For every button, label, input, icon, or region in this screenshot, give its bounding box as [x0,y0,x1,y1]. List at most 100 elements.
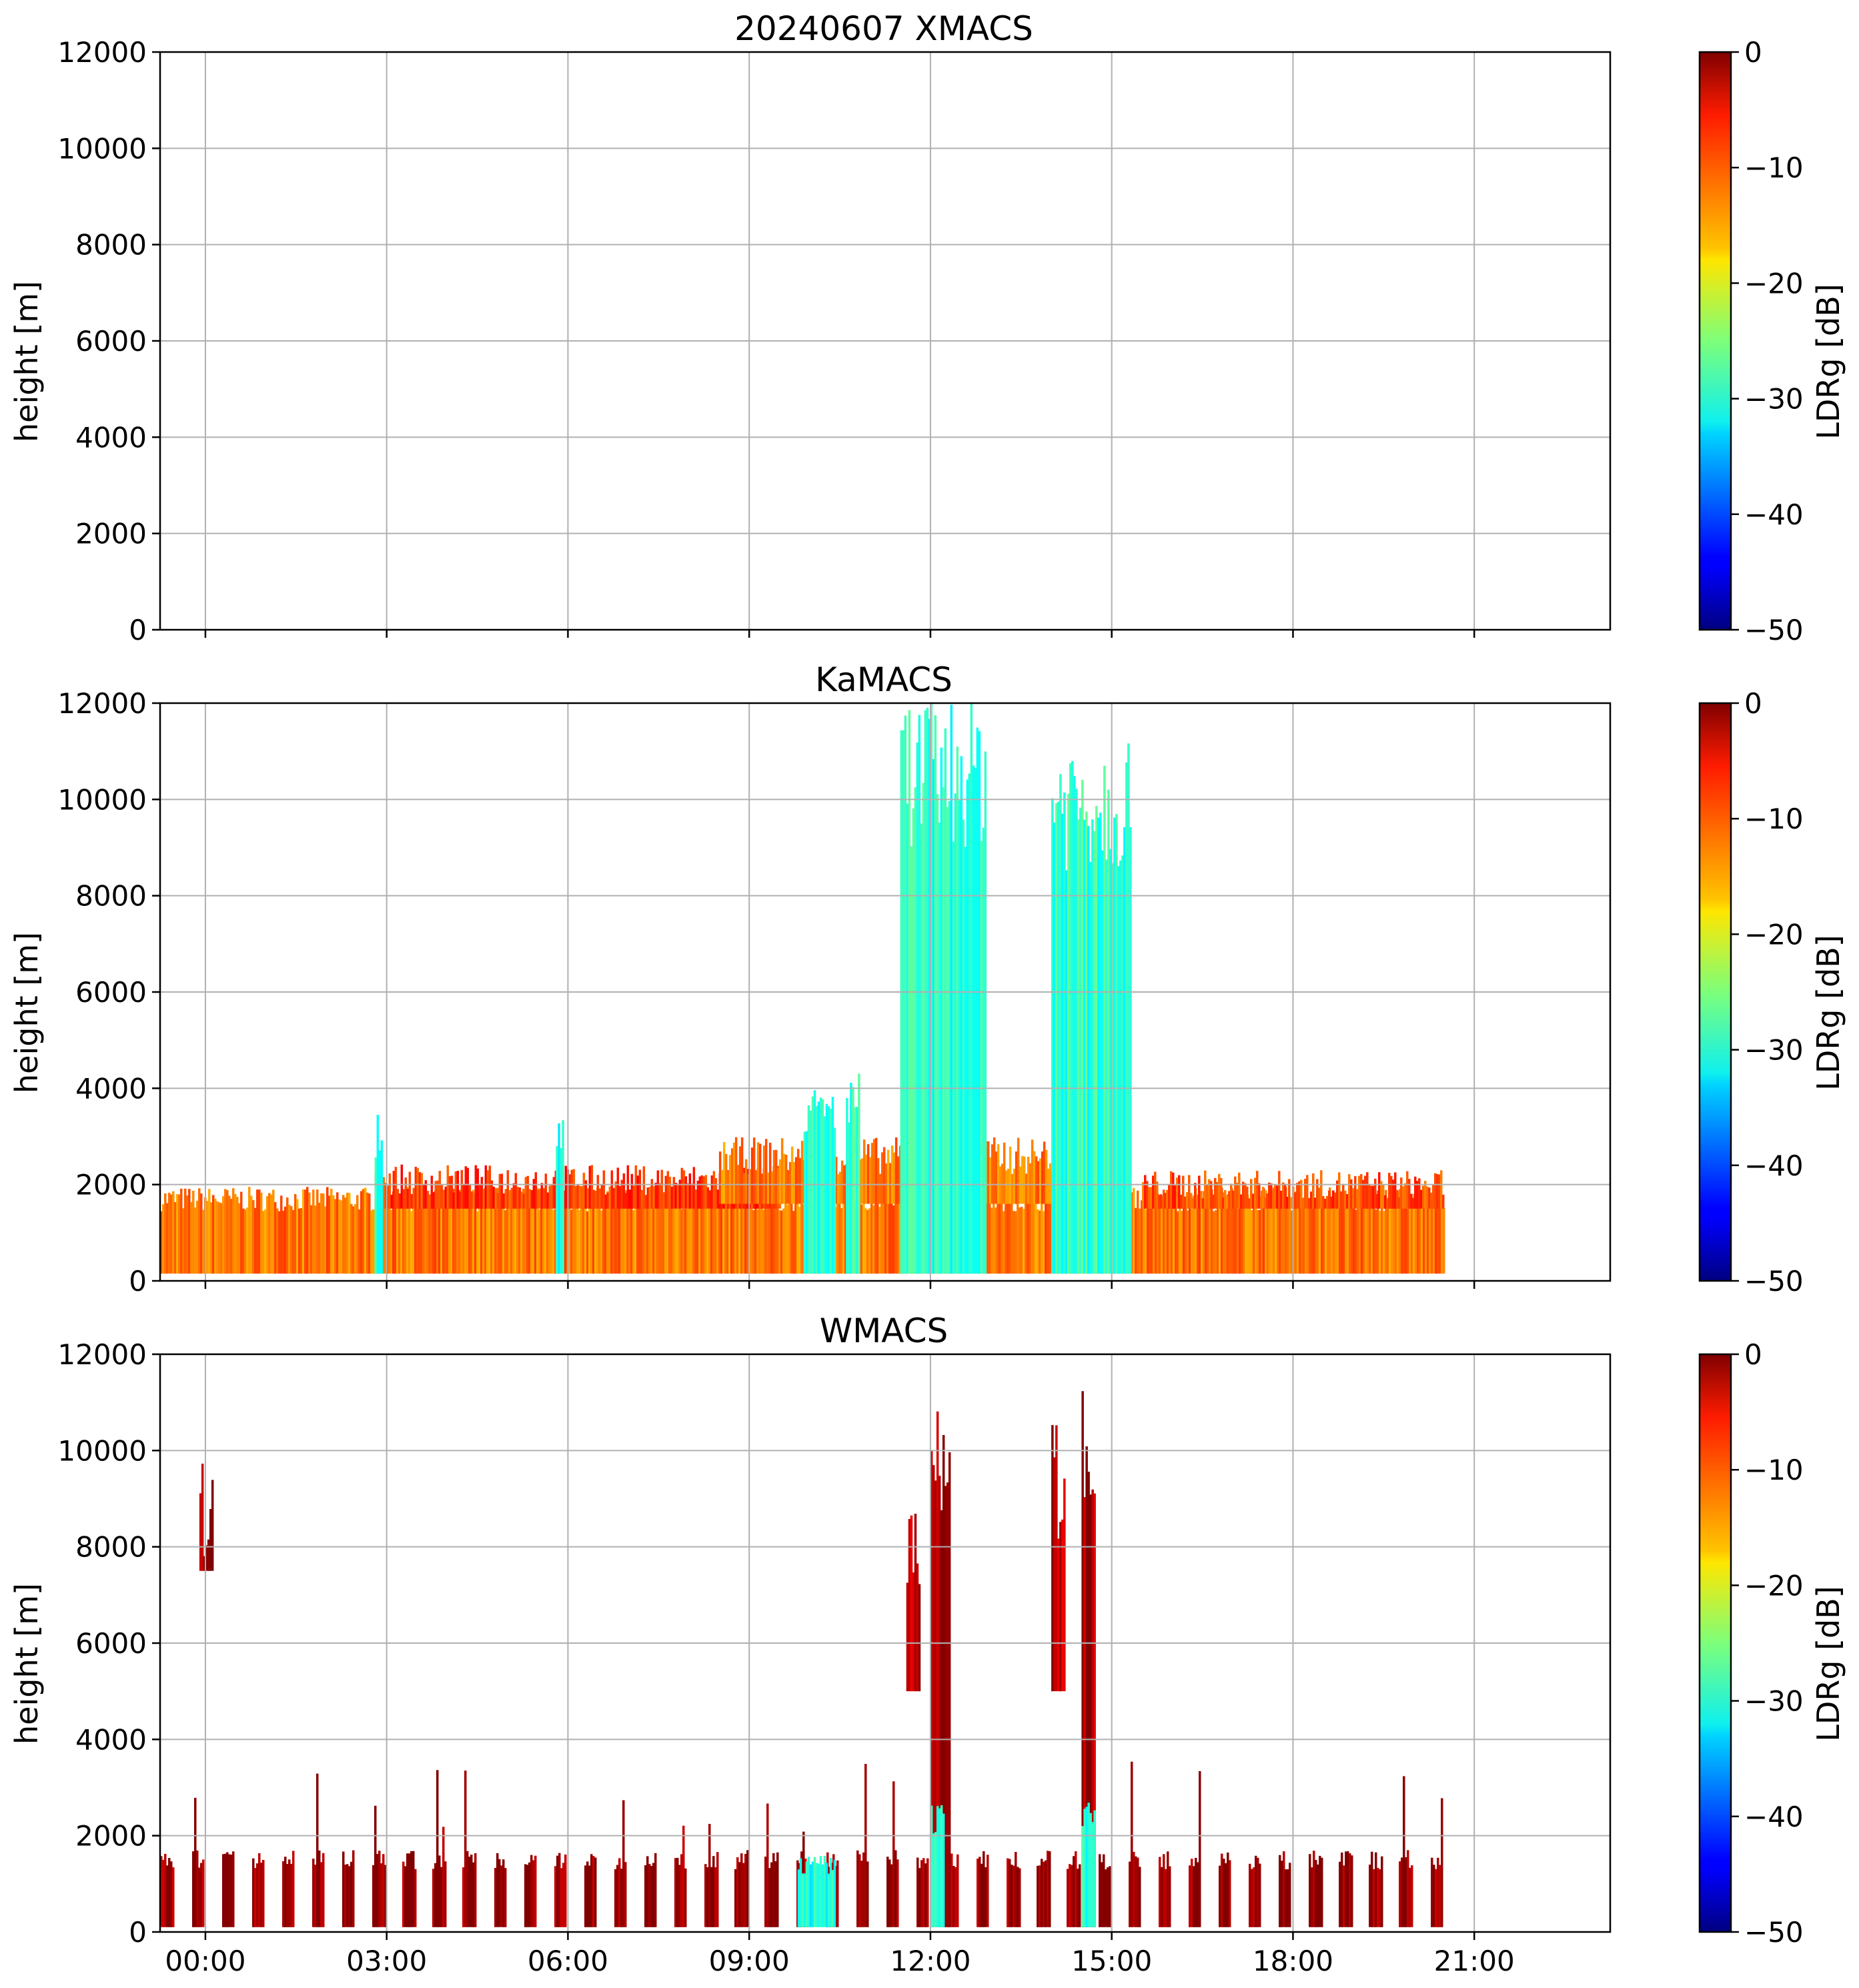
heatmap-cell [1238,1172,1241,1209]
heatmap-cell [892,1152,896,1204]
heatmap-cell [833,1127,836,1274]
heatmap-cell [588,1189,591,1274]
heatmap-cell [172,1191,175,1274]
heatmap-cell [496,1193,500,1209]
heatmap-cell [966,779,969,1274]
y-tick-label: 4000 [75,1072,147,1105]
heatmap-cell [676,1857,679,1927]
heatmap-cell [736,1195,739,1274]
heatmap-cell [270,1194,273,1274]
heatmap-cell [396,1199,399,1274]
heatmap-cell [256,1863,259,1927]
heatmap-cell [712,1171,716,1209]
heatmap-cell [1011,1865,1013,1927]
heatmap-cell [942,1813,945,1927]
heatmap-cell [1017,1867,1019,1927]
heatmap-cell [823,1116,826,1274]
heatmap-cell [1306,1175,1309,1209]
y-tick-label: 4000 [75,421,147,454]
heatmap-cell [1059,774,1062,1274]
heatmap-cell [1013,1865,1015,1927]
heatmap-cell [1331,1201,1333,1274]
heatmap-cell [1410,1193,1413,1209]
heatmap-cell [592,1856,595,1927]
heatmap-cell [458,1191,462,1209]
heatmap-cell [1113,817,1116,1274]
heatmap-cell [1047,1168,1050,1204]
heatmap-cell [516,1187,520,1209]
heatmap-cell [880,1152,884,1204]
heatmap-cell [890,1193,893,1274]
heatmap-cell [1267,1193,1269,1274]
heatmap-cell [1178,1175,1181,1209]
heatmap-cell [252,1199,255,1274]
heatmap-cell [522,1193,526,1209]
heatmap-cell [1277,1205,1279,1274]
heatmap-cell [1184,1196,1187,1209]
heatmap-cell [640,1191,644,1209]
heatmap-cell [1244,1183,1247,1209]
heatmap-cell [833,1859,836,1927]
heatmap-cell [728,1155,732,1204]
heatmap-cell [778,1209,781,1274]
y-tick-label: 10000 [57,1434,147,1467]
heatmap-cell [1019,1868,1021,1927]
heatmap-cell [1329,1187,1331,1274]
heatmap-cell [780,1210,783,1274]
heatmap-cell [666,1171,670,1209]
heatmap-cell [408,1171,412,1209]
heatmap-cell [490,1191,493,1274]
heatmap-cell [264,1209,267,1274]
heatmap-cell [702,1189,705,1274]
heatmap-cell [448,1176,452,1209]
heatmap-cell [170,1194,173,1274]
heatmap-cell [1281,1201,1283,1274]
heatmap-cell [946,1482,949,1927]
y-tick-label: 8000 [75,229,147,262]
heatmap-cell [1429,1198,1431,1274]
heatmap-cell [1083,1497,1086,1927]
heatmap-cell [720,1170,724,1204]
heatmap-cell [1015,1151,1018,1204]
heatmap-cell [1268,1182,1271,1209]
heatmap-cell [1137,1857,1139,1927]
heatmap-cell [502,1196,505,1274]
heatmap-cell [338,1199,341,1274]
heatmap-cell [774,1861,777,1927]
heatmap-cell [924,1863,927,1927]
heatmap-cell [1247,1195,1249,1274]
heatmap-cell [1105,859,1108,1274]
heatmap-cell [508,1189,512,1209]
heatmap-cell [862,1139,866,1204]
heatmap-cell [472,1862,475,1927]
heatmap-cell [352,1850,355,1927]
heatmap-cell [1435,1189,1437,1274]
heatmap-cell [528,1193,531,1274]
heatmap-cell [1153,1193,1155,1274]
heatmap-cell [1367,1197,1369,1274]
heatmap-cell [434,1181,438,1209]
heatmap-cell [1189,1865,1191,1927]
heatmap-cell [466,1197,469,1274]
y-tick-label: 4000 [75,1723,147,1756]
heatmap-cell [1069,1864,1071,1927]
heatmap-cell [1349,1853,1351,1927]
y-tick-label: 10000 [57,132,147,165]
colorbar-tick-label: −40 [1744,1801,1804,1833]
heatmap-cell [1033,1189,1035,1274]
heatmap-cell [436,1200,439,1274]
heatmap-cell [1131,1761,1133,1927]
heatmap-cell [862,1852,865,1927]
heatmap-cell [1403,1195,1405,1274]
heatmap-cell [800,1141,804,1204]
heatmap-cell [562,1863,565,1927]
heatmap-cell [1152,1175,1155,1209]
heatmap-cell [1418,1178,1421,1209]
heatmap-cell [278,1211,281,1274]
heatmap-cell [772,1149,776,1204]
heatmap-cell [1433,1865,1435,1927]
heatmap-cell [600,1210,603,1274]
heatmap-cell [1055,803,1058,1274]
heatmap-cell [358,1209,361,1274]
heatmap-cell [1317,1198,1319,1274]
